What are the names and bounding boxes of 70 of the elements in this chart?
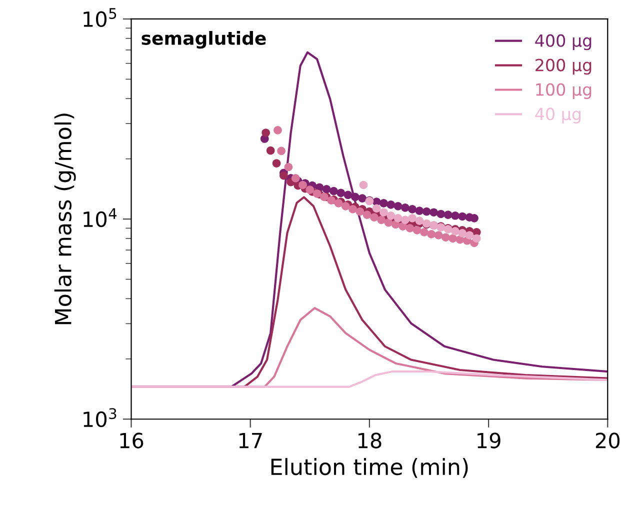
point <box>386 200 396 209</box>
point <box>336 188 346 198</box>
legend-label: 200 µg <box>536 58 592 75</box>
point <box>472 234 481 243</box>
point <box>465 231 474 240</box>
point <box>359 180 368 190</box>
point <box>412 226 422 234</box>
y-tick-label: 10$^{4}$ <box>84 208 117 228</box>
point <box>427 230 436 238</box>
point <box>327 196 336 205</box>
point <box>394 202 402 210</box>
point <box>322 185 331 194</box>
legend-label: 400 µg <box>535 34 592 50</box>
x-tick-label: 18 <box>358 432 382 448</box>
point <box>330 186 338 196</box>
point <box>434 231 443 240</box>
point <box>274 126 282 134</box>
x-axis-title: Elution time (min) <box>271 458 468 478</box>
point <box>266 146 275 155</box>
point <box>430 208 438 217</box>
point <box>362 210 372 219</box>
point <box>372 204 381 213</box>
point <box>408 205 416 214</box>
x-tick-label: 16 <box>120 432 144 448</box>
point <box>298 180 307 190</box>
point <box>436 210 446 218</box>
point <box>262 128 270 137</box>
point <box>341 202 350 210</box>
legend-label: 100 µg <box>536 83 592 100</box>
point <box>280 171 288 180</box>
text: semaglutide <box>142 30 266 49</box>
point <box>380 208 388 217</box>
point <box>380 199 388 208</box>
point <box>356 207 364 216</box>
point <box>448 234 457 243</box>
point <box>458 212 467 221</box>
point <box>415 216 424 225</box>
x-tick-label: 17 <box>239 432 262 448</box>
point <box>320 192 328 202</box>
point <box>334 199 343 208</box>
point <box>272 159 281 168</box>
point <box>451 211 460 220</box>
point <box>277 146 286 156</box>
point <box>442 233 450 242</box>
point <box>406 224 414 232</box>
point <box>408 214 416 222</box>
point <box>415 206 424 215</box>
point <box>458 229 467 238</box>
point <box>377 216 386 224</box>
line-series <box>131 370 608 388</box>
x-tick-label: 19 <box>478 432 500 448</box>
point <box>422 207 431 216</box>
point <box>470 214 478 222</box>
legend-label: 40 µg <box>535 108 581 124</box>
point <box>401 204 410 212</box>
point <box>350 192 360 202</box>
point <box>344 190 352 200</box>
point <box>348 205 357 214</box>
y-axis-title: Molar mass (g/mol) <box>54 114 76 324</box>
y-tick-label: 10$^{5}$ <box>84 8 116 28</box>
point <box>284 162 293 172</box>
point <box>420 228 428 236</box>
y-tick-label: 10$^{3}$ <box>84 408 116 428</box>
point <box>291 174 300 182</box>
point <box>312 189 322 198</box>
point <box>358 194 366 202</box>
point <box>444 210 452 219</box>
point <box>370 213 378 222</box>
point <box>306 186 314 194</box>
x-tick-label: 20 <box>596 432 620 448</box>
